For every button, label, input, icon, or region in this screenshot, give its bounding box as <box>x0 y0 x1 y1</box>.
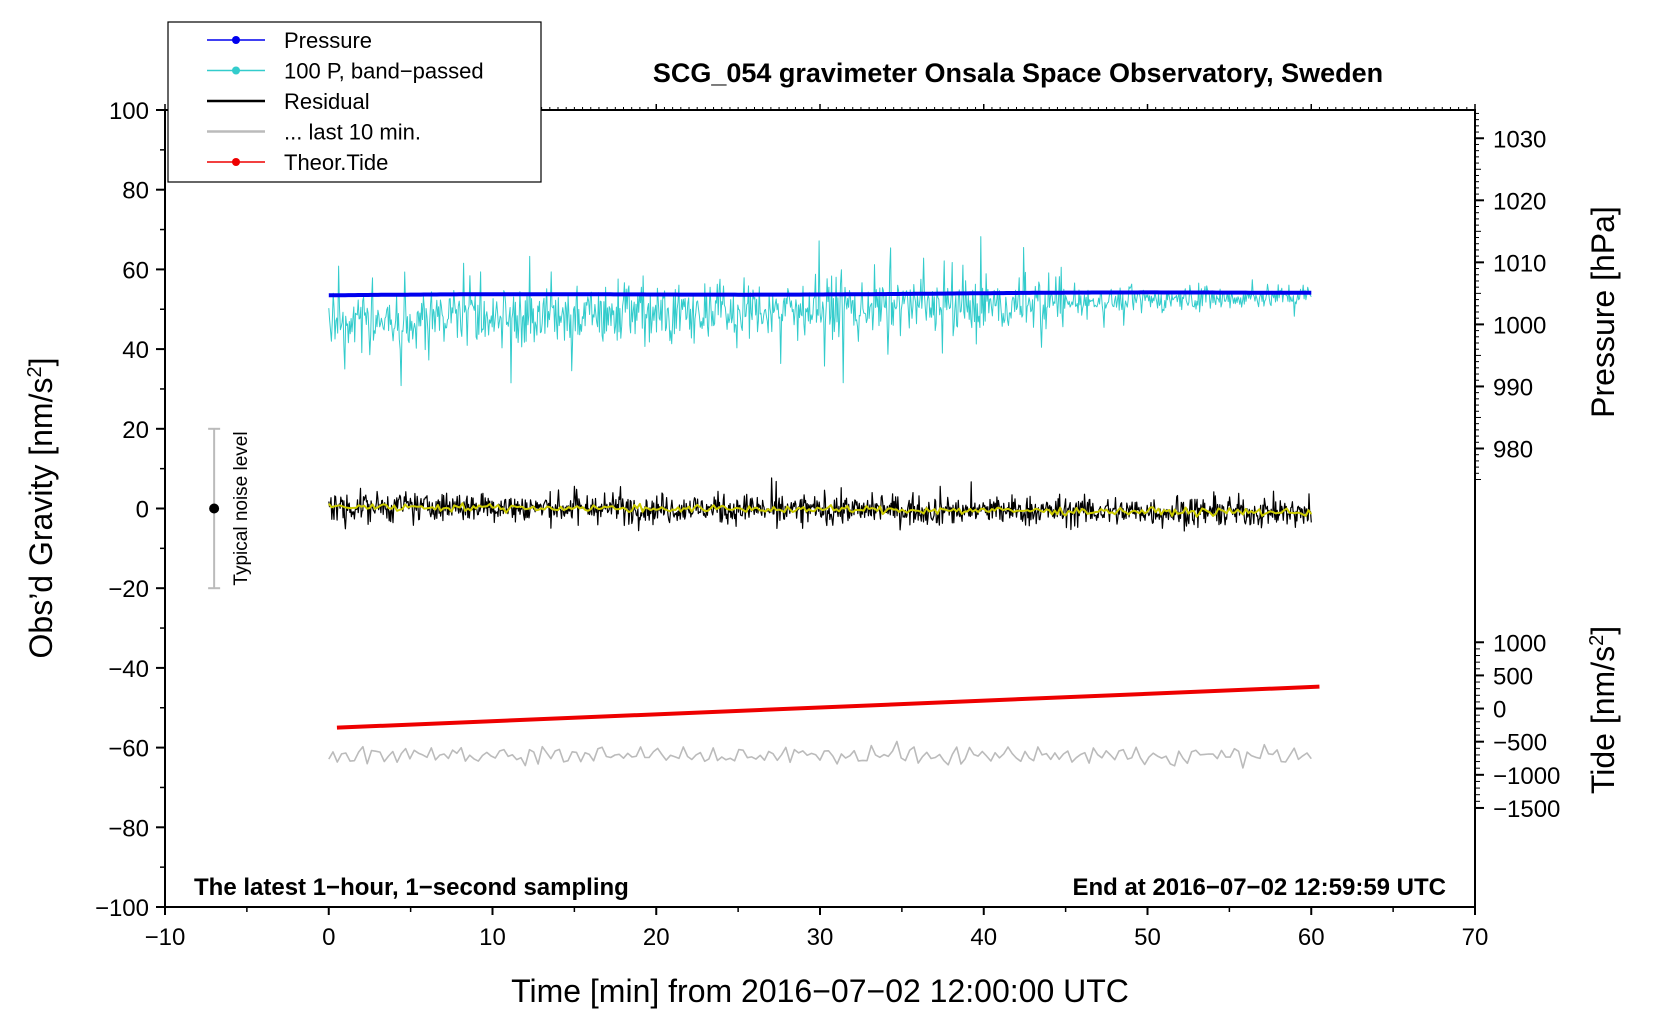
x-tick-label: 70 <box>1462 924 1489 951</box>
tide-tick-label: −1500 <box>1493 796 1560 823</box>
x-tick-label: 10 <box>479 924 506 951</box>
y-tick-label: 40 <box>122 337 149 364</box>
tide-axis-title-sup: 2 <box>1586 635 1608 646</box>
series-layer <box>327 236 1320 769</box>
legend-label: ... last 10 min. <box>284 120 421 145</box>
tide-axis-title-main: Tide [nm/s <box>1585 646 1621 794</box>
y-tick-label: 20 <box>122 417 149 444</box>
x-tick-label: 60 <box>1298 924 1325 951</box>
x-tick-label: 30 <box>807 924 834 951</box>
legend-marker <box>232 158 240 166</box>
series-pressure-line <box>328 290 1312 298</box>
tide-tick-label: 500 <box>1493 663 1533 690</box>
x-tick-label: 40 <box>970 924 997 951</box>
legend-items: Pressure 100 P, band−passed Residual ... la… <box>207 28 484 175</box>
y-tick-label: 80 <box>122 178 149 205</box>
legend-label: Theor.Tide <box>284 150 388 175</box>
axis-ticks: −10 0 10 20 30 40 50 60 70−100−80−60−40−20020406… <box>95 98 1560 951</box>
pressure-tick-label: 1000 <box>1493 312 1546 339</box>
tide-axis-title-end: ] <box>1585 626 1621 635</box>
noise-bar-dot <box>209 503 220 514</box>
x-axis-title: Time [min] from 2016−07−02 12:00:00 UTC <box>511 973 1129 1009</box>
noise-bar-label: Typical noise level <box>231 431 252 585</box>
y-tick-label: 60 <box>122 257 149 284</box>
tide-tick-label: −500 <box>1493 730 1547 757</box>
pressure-axis-title: Pressure [hPa] <box>1585 206 1621 418</box>
noise-bar: Typical noise level <box>208 427 252 590</box>
series-last10min-line <box>328 740 1312 769</box>
pressure-tick-label: 1020 <box>1493 188 1546 215</box>
y-axis-title-sup: 2 <box>24 366 46 377</box>
y-axis-title-main: Obs’d Gravity [nm/s <box>23 378 59 659</box>
tide-tick-label: 1000 <box>1493 630 1546 657</box>
series-residual-smoothed-line <box>327 502 1313 518</box>
x-tick-label: 0 <box>322 924 335 951</box>
pressure-tick-label: 990 <box>1493 374 1533 401</box>
series-residual-line <box>328 477 1312 532</box>
y-axis-title-end: ] <box>23 358 59 367</box>
y-axis-title: Obs’d Gravity [nm/s2] <box>23 358 59 659</box>
pressure-tick-label: 1010 <box>1493 250 1546 277</box>
tide-tick-label: −1000 <box>1493 763 1560 790</box>
legend-marker <box>232 36 240 44</box>
annotation-left: The latest 1−hour, 1−second sampling <box>194 874 629 901</box>
pressure-tick-label: 1030 <box>1493 126 1546 153</box>
legend: Pressure 100 P, band−passed Residual ... la… <box>167 21 542 183</box>
tide-tick-label: 0 <box>1493 697 1506 724</box>
y-tick-label: −20 <box>108 576 149 603</box>
legend-label: Residual <box>284 89 370 114</box>
legend-label: 100 P, band−passed <box>284 59 484 84</box>
series-bandpassed-line <box>328 236 1312 387</box>
y-tick-label: −60 <box>108 736 149 763</box>
annotation-right: End at 2016−07−02 12:59:59 UTC <box>1072 874 1446 901</box>
x-tick-label: 20 <box>643 924 670 951</box>
y-tick-label: 100 <box>109 98 149 125</box>
legend-label: Pressure <box>284 28 372 53</box>
tide-axis-title: Tide [nm/s2] <box>1585 626 1621 794</box>
series-tide-line <box>336 684 1320 730</box>
chart-title: SCG_054 gravimeter Onsala Space Observat… <box>653 58 1383 88</box>
pressure-tick-label: 980 <box>1493 436 1533 463</box>
x-tick-label: 50 <box>1134 924 1161 951</box>
y-tick-label: 0 <box>136 497 149 524</box>
x-tick-label: −10 <box>145 924 186 951</box>
y-tick-label: −80 <box>108 815 149 842</box>
y-tick-label: −100 <box>95 895 149 922</box>
legend-marker <box>232 66 240 75</box>
y-tick-label: −40 <box>108 656 149 683</box>
